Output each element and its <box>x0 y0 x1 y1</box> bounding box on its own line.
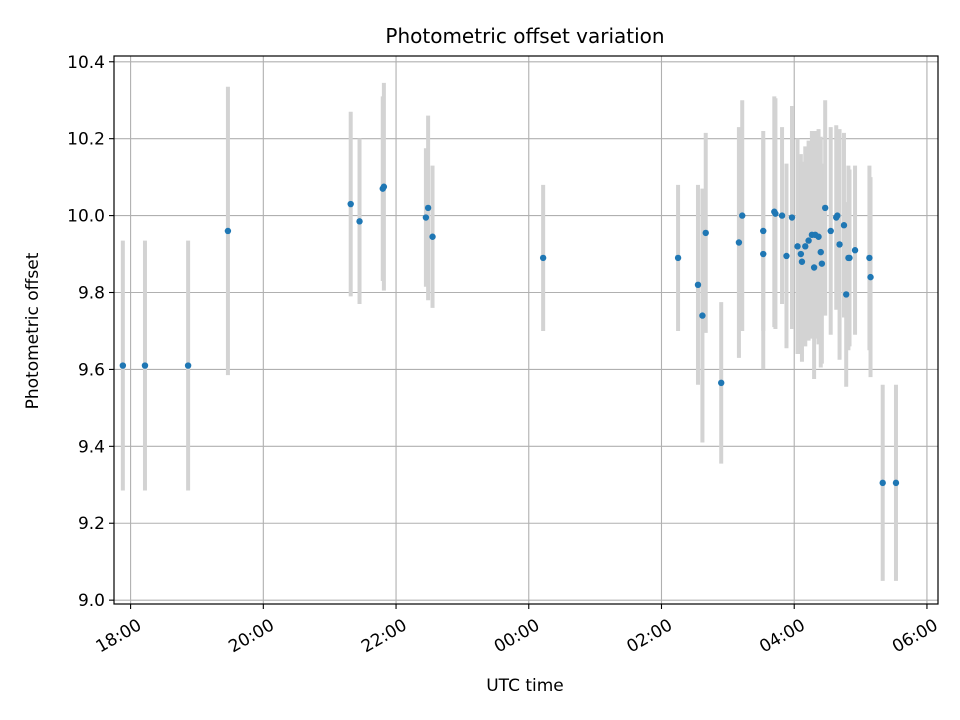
data-point <box>866 254 873 262</box>
data-point <box>718 379 725 387</box>
data-point <box>892 479 900 487</box>
y-tick-label: 10.0 <box>67 207 105 227</box>
data-point <box>842 291 850 298</box>
y-tick-label: 9.2 <box>78 514 105 534</box>
chart-title: Photometric offset variation <box>385 24 664 48</box>
data-point <box>818 260 826 267</box>
y-tick-label: 9.6 <box>78 360 105 380</box>
data-point <box>702 229 709 237</box>
data-point <box>821 204 829 212</box>
data-point <box>674 254 682 262</box>
data-point <box>851 247 859 254</box>
x-axis-label: UTC time <box>486 676 564 696</box>
data-point <box>356 218 363 225</box>
data-point <box>788 214 796 221</box>
data-point <box>846 254 853 262</box>
data-point <box>699 312 706 319</box>
data-point <box>805 237 812 244</box>
data-point <box>224 227 232 235</box>
data-point <box>141 362 149 369</box>
data-point <box>815 233 822 240</box>
data-point <box>760 250 767 258</box>
data-point <box>817 248 824 256</box>
data-point <box>810 264 818 271</box>
y-tick-label: 10.2 <box>67 130 105 150</box>
data-point <box>694 281 702 289</box>
y-tick-label: 10.4 <box>67 53 105 73</box>
data-point <box>772 210 779 217</box>
data-point <box>739 212 746 219</box>
plot-frame <box>113 55 939 605</box>
data-point <box>760 227 767 235</box>
y-axis-ticks: 9.0 9.2 9.4 9.6 9.8 10.0 10.2 10.4 <box>67 53 114 611</box>
data-point <box>798 258 806 265</box>
data-point <box>735 239 743 246</box>
data-point <box>422 214 430 221</box>
y-tick-label: 9.8 <box>78 284 105 304</box>
data-point <box>879 479 886 487</box>
data-point <box>783 252 790 260</box>
data-point <box>794 243 801 250</box>
data-point <box>184 362 192 369</box>
data-point <box>347 200 354 208</box>
y-axis-label: Photometric offset <box>23 252 43 409</box>
data-point <box>380 183 388 190</box>
data-point <box>827 227 834 235</box>
data-point <box>802 243 809 250</box>
data-point <box>840 222 848 229</box>
y-tick-label: 9.0 <box>78 591 105 611</box>
data-point <box>429 233 436 240</box>
data-point <box>834 212 841 219</box>
data-point <box>867 273 874 281</box>
data-point <box>424 204 432 212</box>
points <box>119 183 900 487</box>
data-point <box>797 250 805 258</box>
grid <box>114 56 938 604</box>
data-point <box>539 254 547 262</box>
data-point <box>778 212 786 219</box>
y-tick-label: 9.4 <box>78 437 105 457</box>
data-point <box>836 241 843 248</box>
data-point <box>119 362 127 369</box>
